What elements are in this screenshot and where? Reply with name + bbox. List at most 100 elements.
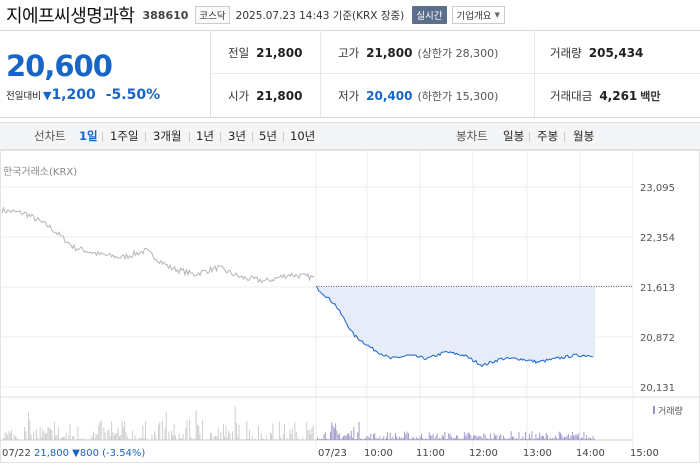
tab-1d[interactable]: 1일 (79, 129, 98, 143)
volume-bar (247, 438, 249, 440)
volume-bar (265, 435, 267, 440)
volume-bar (11, 429, 12, 440)
tab-10y[interactable]: 10년 (290, 129, 316, 143)
chart-lines (1, 206, 632, 368)
prev-day-line (1, 206, 315, 284)
volume-bar (262, 438, 263, 440)
volume-bar (437, 438, 439, 440)
tab-3m[interactable]: 3개월 (153, 129, 182, 143)
volume-bar (462, 438, 464, 440)
volume-bar (497, 438, 499, 440)
high-label: 고가 (338, 45, 360, 60)
tab-5y[interactable]: 5년 (259, 129, 277, 143)
quote-stats: 전일 21,800 고가 21,800 (상한가 28,300) 거래량 205… (212, 31, 700, 117)
volume-bar (24, 426, 25, 440)
volume-bar (435, 436, 437, 440)
volume-bar (430, 435, 431, 440)
volume-bar (39, 426, 41, 440)
volume-bar (236, 422, 237, 440)
volume-bar (588, 437, 590, 440)
volume-bar (389, 432, 391, 440)
volume-bar (307, 430, 309, 440)
chart-area (317, 286, 595, 367)
volume-bar (107, 430, 109, 440)
volume-bar (126, 436, 128, 440)
volume-bar (111, 421, 113, 440)
volume-bar (326, 438, 327, 440)
volume-bar (57, 427, 59, 440)
volume-bar (531, 431, 533, 440)
stock-name: 지에프씨생명과학 (6, 6, 135, 27)
company-info-button[interactable]: 기업개요 ▼ (451, 6, 505, 24)
volume-bar (171, 430, 172, 440)
volume-bar (591, 438, 593, 440)
tab-1y[interactable]: 1년 (196, 129, 214, 143)
volume-bar (558, 431, 560, 440)
open-label: 시가 (228, 88, 250, 103)
trade-amount: 거래대금 4,261 백만 (550, 74, 661, 117)
volume-bar (68, 435, 70, 440)
volume-bar (370, 433, 372, 440)
volume-bar (289, 430, 291, 440)
volume-label: 거래량 (550, 45, 582, 60)
volume-bar (448, 433, 450, 440)
volume-bar (219, 439, 220, 440)
realtime-button[interactable]: 실시간 (412, 6, 447, 24)
stats-row-2: 시가 21,800 저가 20,400 (하한가 15,300) 거래대금 4,… (212, 74, 700, 117)
volume-bar (357, 432, 359, 440)
volume-bar (500, 434, 502, 440)
volume-bar (228, 430, 230, 440)
volume-bar (508, 438, 509, 440)
tab-monthly[interactable]: 월봉 (573, 129, 595, 143)
volume-bar (5, 433, 7, 440)
volume-bar (63, 437, 64, 440)
volume-bar (491, 438, 493, 440)
tab-daily[interactable]: 일봉 (503, 129, 525, 143)
volume-bar (378, 438, 379, 440)
volume-bar (496, 435, 498, 440)
volume-bar (466, 434, 468, 440)
volume-bar (580, 437, 582, 440)
volume-bar (48, 427, 50, 440)
tab-weekly[interactable]: 주봉 (537, 129, 559, 143)
volume-bar (237, 436, 239, 440)
volume-bar (469, 433, 470, 440)
volume-bar (332, 425, 334, 440)
volume-bar (199, 433, 201, 440)
volume-bar (124, 421, 126, 440)
volume-bar (505, 438, 507, 440)
volume-bar (125, 431, 127, 440)
volume-bar (151, 434, 153, 440)
volume-bar (341, 437, 343, 440)
volume-bar (339, 433, 340, 440)
volume-bar (142, 425, 144, 440)
volume-bar (202, 419, 204, 440)
volume-bar (298, 439, 300, 440)
volume-bar (452, 438, 454, 440)
volume-bar (369, 438, 370, 440)
volume-bar (4, 432, 6, 440)
volume-bar (504, 438, 506, 440)
volume-bar (551, 438, 552, 440)
volume-bar (260, 433, 262, 440)
x-tick-label: 12:00 (469, 448, 498, 459)
tab-1w[interactable]: 1주일 (110, 129, 139, 143)
volume-bar (211, 433, 213, 440)
volume-bar (489, 433, 491, 440)
tab-3y[interactable]: 3년 (228, 129, 246, 143)
volume-bar (404, 431, 405, 440)
volume-bar (544, 438, 546, 440)
prev-close-label: 전일 (228, 45, 250, 60)
volume-bar (119, 436, 120, 440)
y-tick-label: 21,613 (640, 283, 675, 294)
volume-bar (475, 435, 477, 440)
volume-bar (418, 438, 420, 440)
volume-bar (398, 436, 400, 440)
volume-bar (400, 438, 402, 440)
volume-bar (561, 434, 563, 440)
volume-bar (337, 434, 339, 440)
volume-bar (453, 437, 455, 440)
y-tick-label: 20,872 (640, 333, 675, 344)
volume-bar (220, 431, 222, 440)
volume-bar (91, 435, 93, 440)
